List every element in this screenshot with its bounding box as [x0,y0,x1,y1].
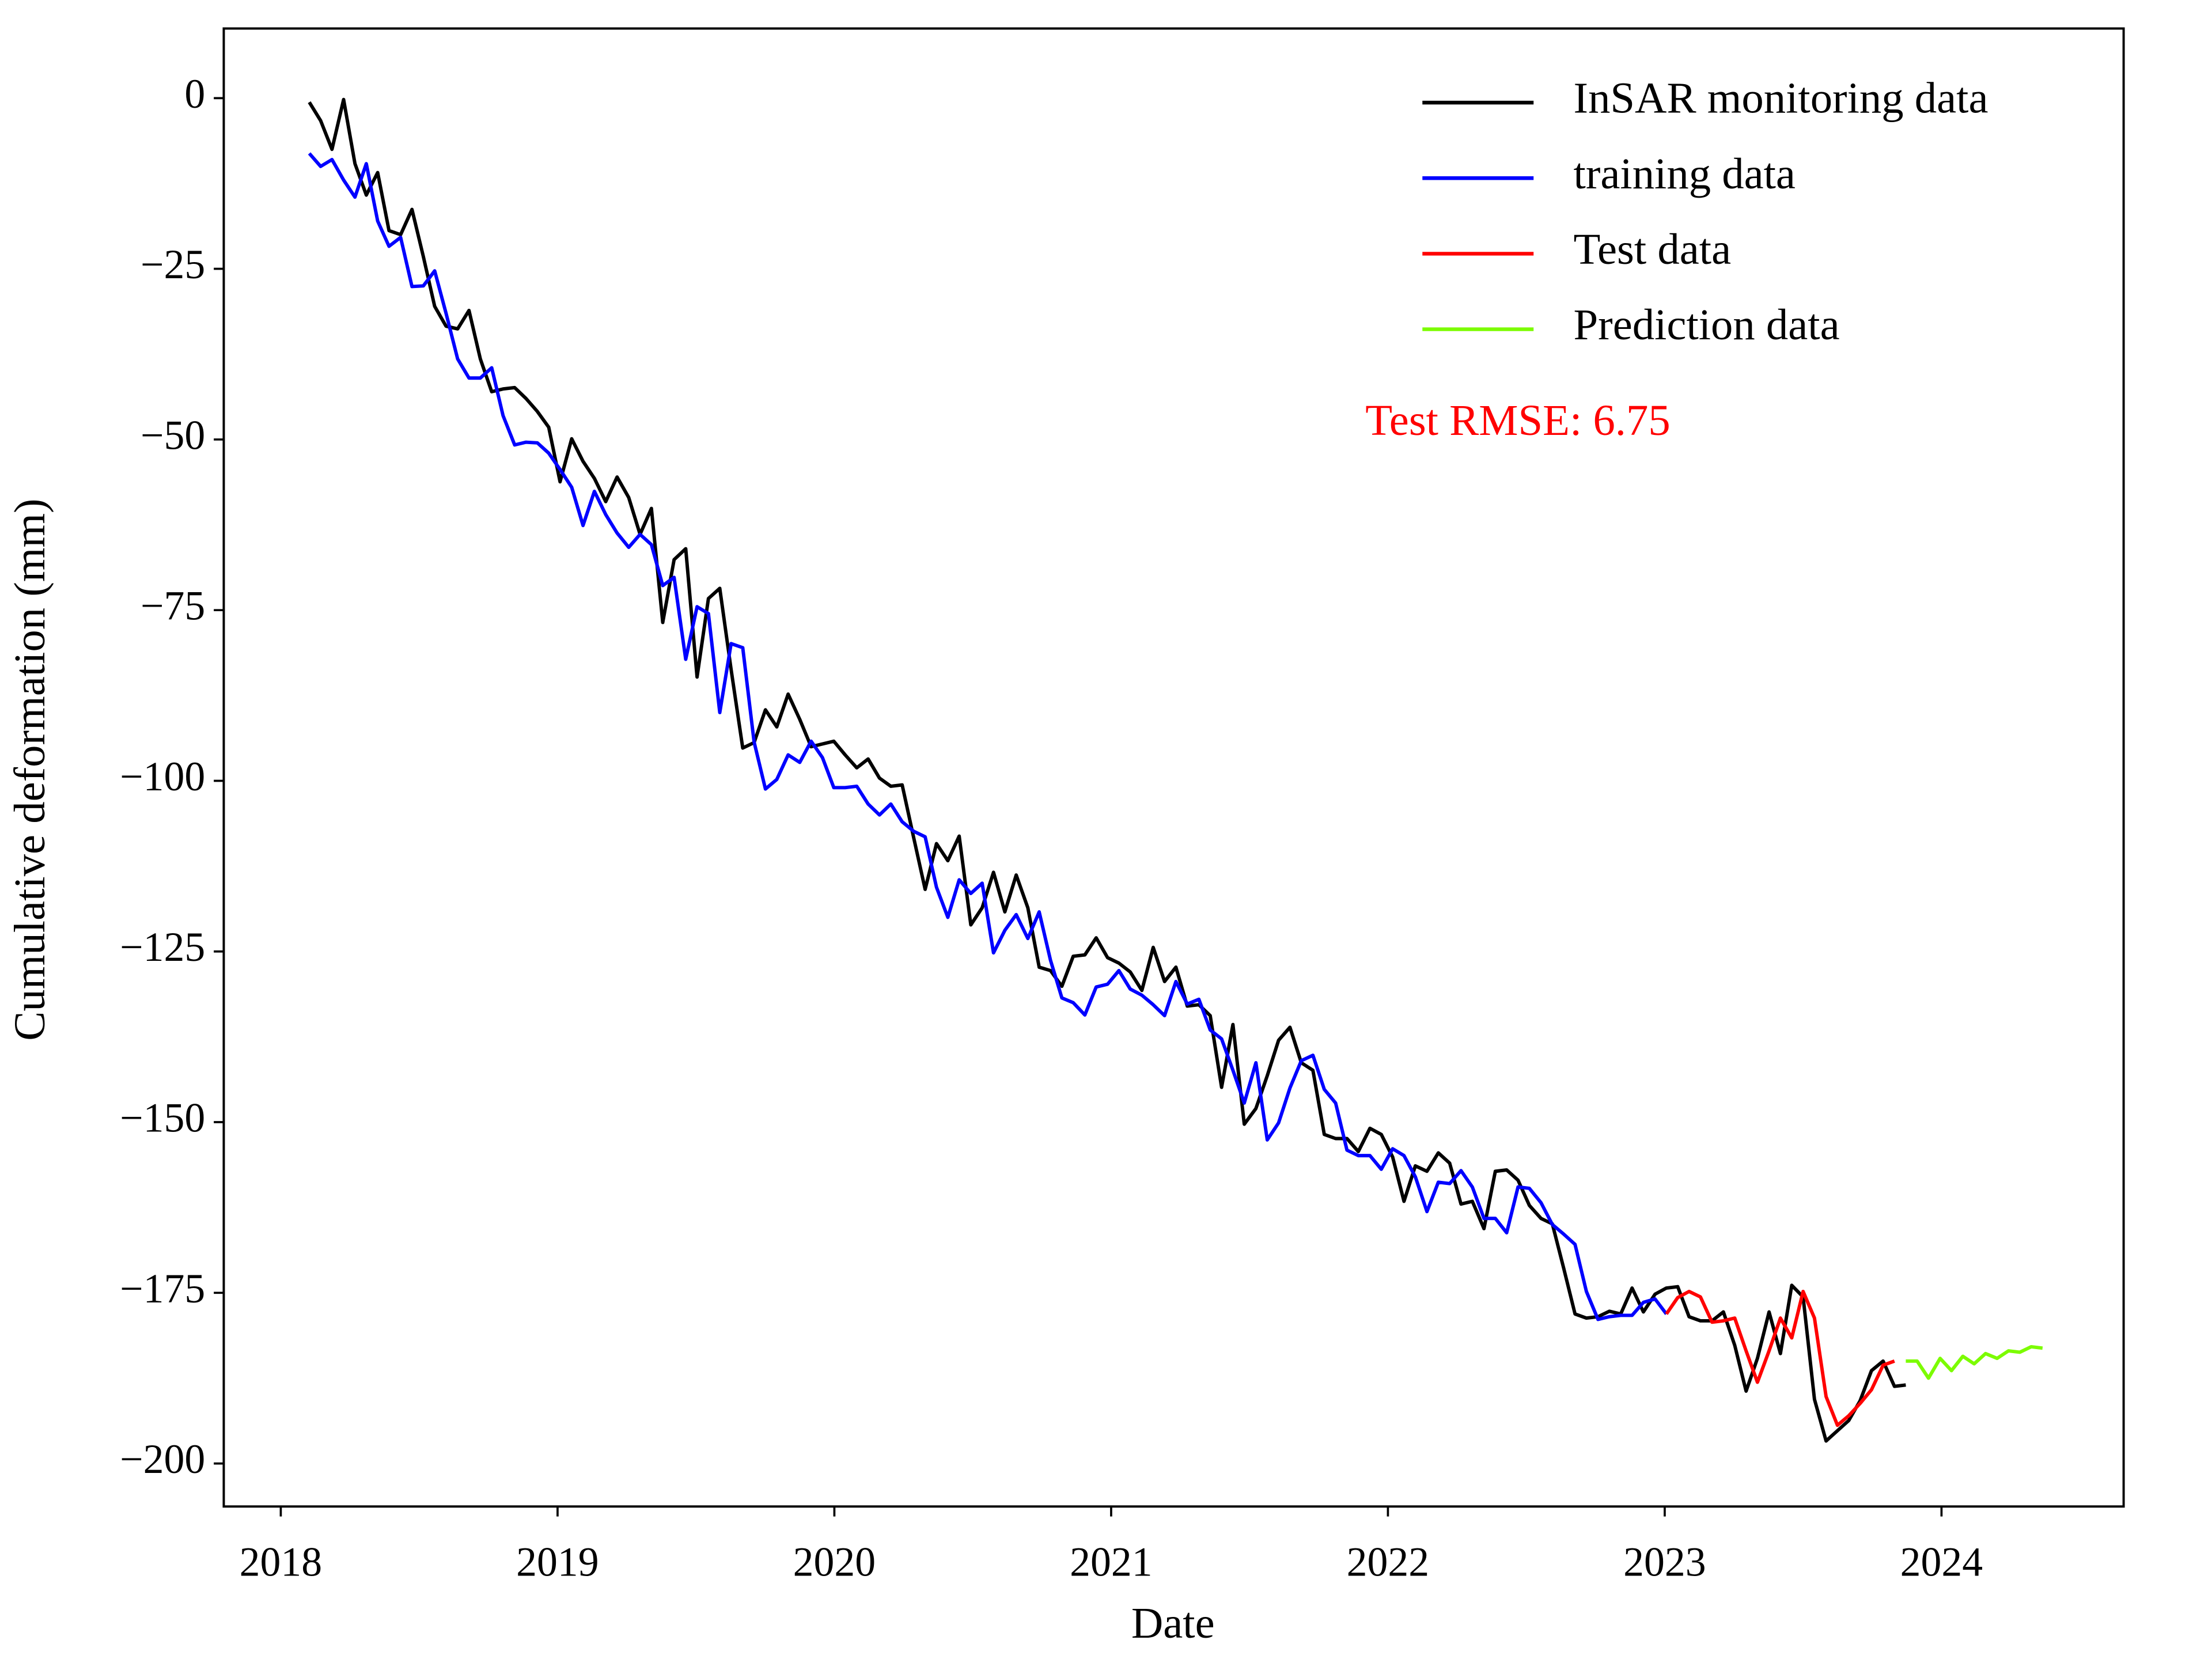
annotation: Test RMSE: 6.75 [1365,396,1670,445]
legend-text: Test data [1574,225,1732,274]
y-axis-title: Cumulative deformation (mm) [5,498,54,1040]
data-line [1665,1289,1895,1427]
y-tick-label: 0 [184,71,205,117]
y-tick-label: −100 [120,753,205,800]
data-line [308,152,1668,1321]
x-tick-label: 2024 [1900,1539,1983,1585]
y-tick-label: −150 [120,1095,205,1141]
data-line [1906,1344,2043,1380]
y-tick-label: −50 [141,412,205,458]
y-tick-label: −75 [141,583,205,629]
legend-text: training data [1574,149,1796,198]
x-tick-label: 2019 [516,1539,599,1585]
y-tick-label: −175 [120,1266,205,1312]
legend-text: Prediction data [1574,300,1840,349]
x-tick-label: 2021 [1070,1539,1153,1585]
plot-frame [222,27,2125,1508]
x-tick-label: 2020 [793,1539,876,1585]
y-tick-label: −25 [141,241,205,287]
y-tick-label: −200 [120,1436,205,1482]
legend-text: InSAR monitoring data [1574,74,1988,123]
x-tick-label: 2018 [240,1539,323,1585]
y-tick-label: −125 [120,924,205,970]
x-axis-title: Date [1131,1599,1215,1647]
data-line [308,97,1906,1443]
x-tick-label: 2022 [1347,1539,1430,1585]
x-tick-label: 2023 [1623,1539,1706,1585]
